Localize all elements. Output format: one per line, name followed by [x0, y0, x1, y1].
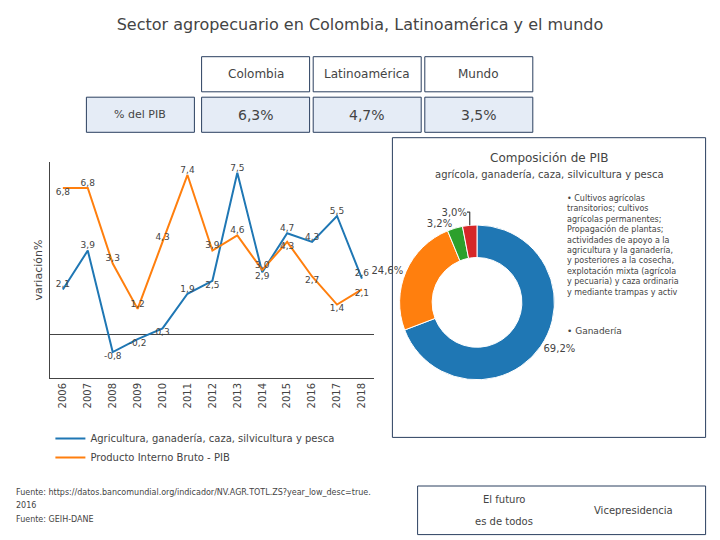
svg-text:3,0%: 3,0% [442, 207, 467, 218]
svg-text:2008: 2008 [107, 383, 118, 408]
svg-text:El futuro: El futuro [483, 494, 525, 505]
svg-text:Mundo: Mundo [458, 67, 499, 81]
svg-text:2,7: 2,7 [305, 275, 319, 285]
svg-text:0,3: 0,3 [155, 327, 169, 337]
svg-text:2010: 2010 [157, 383, 168, 408]
svg-text:2018: 2018 [356, 383, 367, 408]
svg-text:3,2%: 3,2% [427, 218, 452, 229]
svg-text:-0,2: -0,2 [129, 338, 147, 348]
svg-text:7,4: 7,4 [180, 165, 195, 175]
svg-text:4,7: 4,7 [280, 223, 294, 233]
svg-text:2011: 2011 [182, 383, 193, 408]
svg-text:% del PIB: % del PIB [114, 108, 166, 121]
svg-text:Fuente: GEIH-DANE: Fuente: GEIH-DANE [16, 515, 94, 524]
svg-text:2,6: 2,6 [355, 268, 370, 278]
svg-text:Fuente: https://datos.bancomun: Fuente: https://datos.bancomundial.org/i… [16, 488, 371, 497]
svg-text:2006: 2006 [57, 383, 68, 408]
svg-text:4,7%: 4,7% [349, 107, 385, 123]
svg-text:2012: 2012 [207, 383, 218, 408]
svg-text:6,3%: 6,3% [238, 107, 274, 123]
svg-text:2013: 2013 [232, 383, 243, 408]
svg-text:-0,8: -0,8 [104, 351, 122, 361]
svg-text:3,5%: 3,5% [461, 107, 497, 123]
svg-text:6,8: 6,8 [81, 178, 96, 188]
svg-text:4,3: 4,3 [280, 241, 294, 251]
svg-text:Vicepresidencia: Vicepresidencia [594, 505, 673, 516]
svg-text:2,1: 2,1 [355, 288, 369, 298]
svg-text:3,3: 3,3 [106, 253, 120, 263]
svg-text:es de todos: es de todos [475, 516, 533, 527]
svg-text:Composición de PIB: Composición de PIB [490, 151, 608, 165]
svg-text:69,2%: 69,2% [543, 343, 575, 354]
svg-text:1,2: 1,2 [130, 299, 144, 309]
svg-text:• Cultivos agrícolastransitori: • Cultivos agrícolastransitorios; cultiv… [567, 194, 679, 297]
svg-text:2016: 2016 [16, 501, 36, 510]
svg-text:2,1: 2,1 [56, 279, 70, 289]
svg-text:Latinoamérica: Latinoamérica [324, 67, 410, 81]
svg-text:2007: 2007 [82, 383, 93, 408]
svg-text:2016: 2016 [306, 383, 317, 408]
svg-text:2015: 2015 [281, 383, 292, 408]
svg-text:2014: 2014 [257, 383, 268, 408]
svg-text:2,5: 2,5 [205, 280, 219, 290]
svg-text:3,9: 3,9 [205, 240, 220, 250]
svg-text:Producto Interno Bruto - PIB: Producto Interno Bruto - PIB [90, 452, 229, 463]
svg-text:4,3: 4,3 [305, 232, 319, 242]
svg-text:3,9: 3,9 [81, 240, 96, 250]
svg-text:3,0: 3,0 [255, 260, 270, 270]
svg-text:1,9: 1,9 [180, 284, 195, 294]
svg-text:24,6%: 24,6% [371, 265, 403, 276]
svg-text:1,4: 1,4 [330, 303, 345, 313]
svg-text:4,3: 4,3 [155, 232, 169, 242]
svg-text:agrícola, ganadería, caza, sil: agrícola, ganadería, caza, silvicultura … [435, 169, 664, 180]
svg-text:7,5: 7,5 [230, 163, 244, 173]
svg-text:Agricultura, ganadería, caza,: Agricultura, ganadería, caza, silvicultu… [90, 433, 334, 444]
svg-text:2017: 2017 [331, 383, 342, 408]
svg-text:2009: 2009 [132, 383, 143, 408]
svg-text:Colombia: Colombia [228, 67, 284, 81]
svg-text:6,8: 6,8 [56, 187, 71, 197]
svg-text:2,9: 2,9 [255, 271, 270, 281]
svg-text:Sector agropecuario en Colombi: Sector agropecuario en Colombia, Latinoa… [117, 15, 604, 34]
svg-text:variación%: variación% [32, 240, 45, 301]
svg-text:4,6: 4,6 [230, 225, 245, 235]
svg-text:• Ganadería: • Ganadería [567, 326, 622, 336]
svg-text:5,5: 5,5 [330, 206, 344, 216]
